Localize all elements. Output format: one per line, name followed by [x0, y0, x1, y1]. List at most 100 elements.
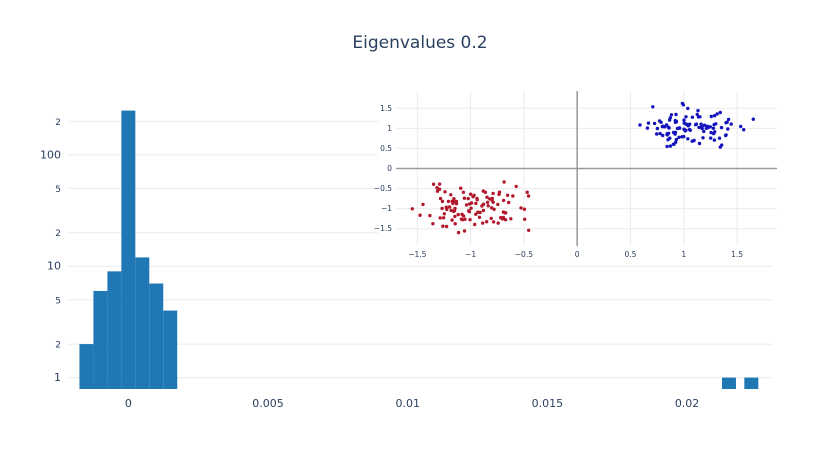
- scatter-point: [712, 114, 717, 118]
- scatter-point: [729, 122, 733, 126]
- scatter-point: [655, 126, 660, 131]
- histogram-bar: [121, 110, 136, 390]
- main-y-axis: 1 2 5 10 2 5 100 2: [40, 118, 61, 384]
- scatter-point: [674, 112, 678, 117]
- scatter-point: [674, 120, 679, 124]
- scatter-point: [496, 202, 500, 207]
- scatter-point: [682, 118, 686, 122]
- histogram-bar: [149, 283, 164, 389]
- scatter-point: [474, 201, 478, 206]
- scatter-point: [665, 144, 669, 149]
- scatter-point: [695, 112, 699, 117]
- inset-axis-labels: −1.5 −1 −0.5 0 0.5 1 1.5 −1.5 −1 −0.5 0 0.5 1 1.5: [374, 104, 743, 259]
- histogram-bar: [721, 377, 736, 389]
- scatter-point: [519, 206, 523, 210]
- scatter-point: [726, 127, 730, 131]
- scatter-point: [696, 108, 700, 113]
- inset-y-tick-label: 1.5: [380, 104, 392, 113]
- scatter-point: [473, 222, 477, 227]
- scatter-point: [681, 103, 686, 107]
- scatter-point: [475, 196, 479, 201]
- scatter-point: [485, 220, 489, 224]
- scatter-point: [688, 128, 692, 132]
- scatter-point: [410, 207, 414, 211]
- inset-x-tick-label: −1: [465, 250, 476, 259]
- inset-y-tick-label: 0.5: [380, 144, 392, 153]
- histogram-bar: [93, 290, 108, 389]
- inset-y-tick-label: 1: [387, 124, 392, 133]
- scatter-point: [459, 186, 463, 190]
- scatter-point: [684, 128, 688, 132]
- scatter-point: [692, 138, 696, 143]
- scatter-point: [702, 129, 706, 134]
- scatter-point: [449, 193, 453, 197]
- scatter-point: [456, 212, 460, 217]
- scatter-point: [686, 106, 690, 111]
- x-tick-label: 0.02: [675, 397, 700, 410]
- inset-y-tick-label: 0: [387, 164, 392, 173]
- scatter-point: [464, 203, 469, 207]
- histogram-bar: [744, 377, 759, 389]
- scatter-point: [709, 130, 713, 135]
- scatter-point: [712, 131, 716, 136]
- scatter-point: [669, 113, 674, 117]
- inset-x-tick-label: 1.5: [731, 250, 743, 259]
- scatter-point: [491, 191, 495, 196]
- scatter-point: [659, 120, 663, 125]
- scatter-point: [462, 229, 467, 233]
- scatter-point: [435, 189, 440, 193]
- y-tick-label: 2: [55, 341, 61, 351]
- scatter-point: [496, 221, 500, 225]
- x-tick-label: 0.005: [252, 397, 284, 410]
- scatter-point: [709, 136, 713, 140]
- inset-y-tick-label: −0.5: [374, 184, 392, 193]
- scatter-point: [443, 190, 447, 194]
- scatter-point: [507, 200, 511, 205]
- y-tick-label: 1: [54, 371, 61, 384]
- scatter-point: [719, 125, 724, 130]
- histogram-bar: [163, 310, 178, 389]
- scatter-point: [673, 130, 678, 135]
- chart-title: Eigenvalues 0.2: [352, 33, 488, 53]
- scatter-point: [503, 218, 508, 222]
- scatter-point: [444, 224, 449, 229]
- scatter-point: [471, 195, 475, 199]
- inset-x-tick-label: −0.5: [515, 250, 533, 259]
- scatter-point: [477, 215, 482, 219]
- scatter-point: [503, 211, 507, 215]
- scatter-point: [663, 125, 667, 129]
- scatter-point: [646, 121, 651, 125]
- inset-x-tick-label: −1.5: [408, 250, 426, 259]
- scatter-point: [431, 222, 435, 226]
- scatter-point: [725, 120, 729, 124]
- scatter-point: [525, 190, 529, 194]
- scatter-point: [481, 221, 485, 225]
- scatter-point: [668, 136, 672, 140]
- scatter-point: [751, 117, 755, 121]
- scatter-point: [658, 131, 662, 136]
- scatter-point: [453, 206, 457, 211]
- scatter-point: [527, 228, 531, 232]
- scatter-point: [715, 112, 719, 116]
- scatter-point: [704, 126, 708, 130]
- scatter-point: [447, 205, 452, 209]
- scatter-point: [476, 210, 480, 214]
- scatter-point: [468, 218, 472, 222]
- main-x-axis: 0 0.005 0.01 0.015 0.02: [125, 397, 699, 410]
- scatter-point: [688, 122, 692, 126]
- scatter-point: [461, 190, 466, 194]
- scatter-point: [460, 218, 465, 222]
- scatter-point: [489, 216, 493, 221]
- scatter-point: [651, 105, 655, 109]
- scatter-point: [509, 217, 513, 221]
- scatter-point: [437, 182, 442, 186]
- scatter-inset[interactable]: −1.5 −1 −0.5 0 0.5 1 1.5 −1.5 −1 −0.5 0 0.5 1 1.5: [374, 84, 790, 262]
- scatter-point: [701, 136, 705, 140]
- scatter-point: [486, 204, 490, 208]
- scatter-point: [666, 125, 671, 129]
- x-tick-label: 0: [125, 397, 132, 410]
- scatter-point: [421, 202, 425, 207]
- y-tick-label: 2: [55, 118, 61, 128]
- scatter-point: [522, 207, 527, 211]
